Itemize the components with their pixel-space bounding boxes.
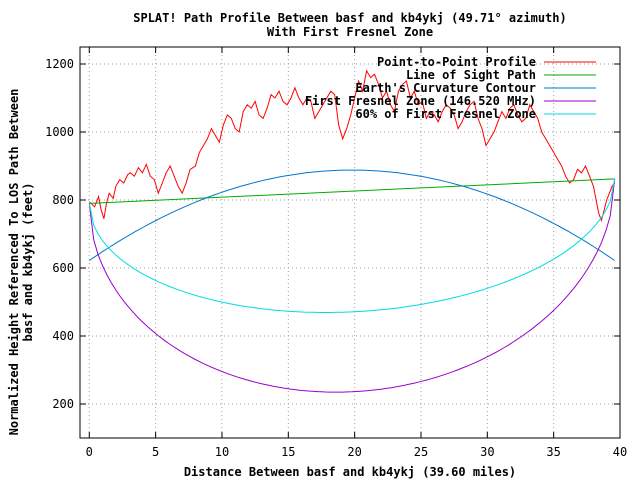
chart-title: SPLAT! Path Profile Between basf and kb4…: [133, 11, 566, 25]
y-tick-label: 600: [52, 261, 74, 275]
legend-label-fresnel60: 60% of First Fresnel Zone: [355, 107, 536, 121]
legend-label-curvature: Earth's Curvature Contour: [355, 81, 536, 95]
series-line-curvature: [89, 169, 615, 261]
plot-frame: [79, 46, 621, 439]
x-axis-label: Distance Between basf and kb4ykj (39.60 …: [184, 465, 516, 479]
y-tick-label: 200: [52, 397, 74, 411]
series-line-profile: [88, 69, 616, 223]
y-axis-label-line2: basf and kb4ykj (feet): [21, 183, 35, 342]
x-tick-label: 35: [546, 445, 560, 459]
plot-area: [88, 69, 616, 393]
series-line-los: [89, 178, 615, 204]
legend-label-profile: Point-to-Point Profile: [377, 55, 536, 69]
x-tick-label: 20: [347, 445, 361, 459]
axis-ticks: 0 5 10 15 20 25 30 35 40 200 400 600 800 1000 1200: [45, 47, 627, 459]
y-tick-label: 1200: [45, 57, 74, 71]
y-tick-label: 800: [52, 193, 74, 207]
x-tick-label: 0: [86, 445, 93, 459]
x-tick-label: 15: [281, 445, 295, 459]
legend-label-fresnel: First Fresnel Zone (146.520 MHz): [305, 94, 536, 108]
x-tick-label: 10: [215, 445, 229, 459]
legend-label-los: Line of Sight Path: [406, 68, 536, 82]
x-tick-label: 40: [613, 445, 627, 459]
series-line-fresnel60: [88, 178, 616, 313]
y-tick-label: 400: [52, 329, 74, 343]
x-tick-label: 25: [414, 445, 428, 459]
y-tick-label: 1000: [45, 125, 74, 139]
x-tick-label: 30: [480, 445, 494, 459]
y-axis-label-line1: Normalized Height Referenced To LOS Path…: [7, 89, 21, 436]
chart-subtitle: With First Fresnel Zone: [267, 25, 433, 39]
x-tick-label: 5: [152, 445, 159, 459]
series-line-fresnel: [88, 178, 616, 393]
